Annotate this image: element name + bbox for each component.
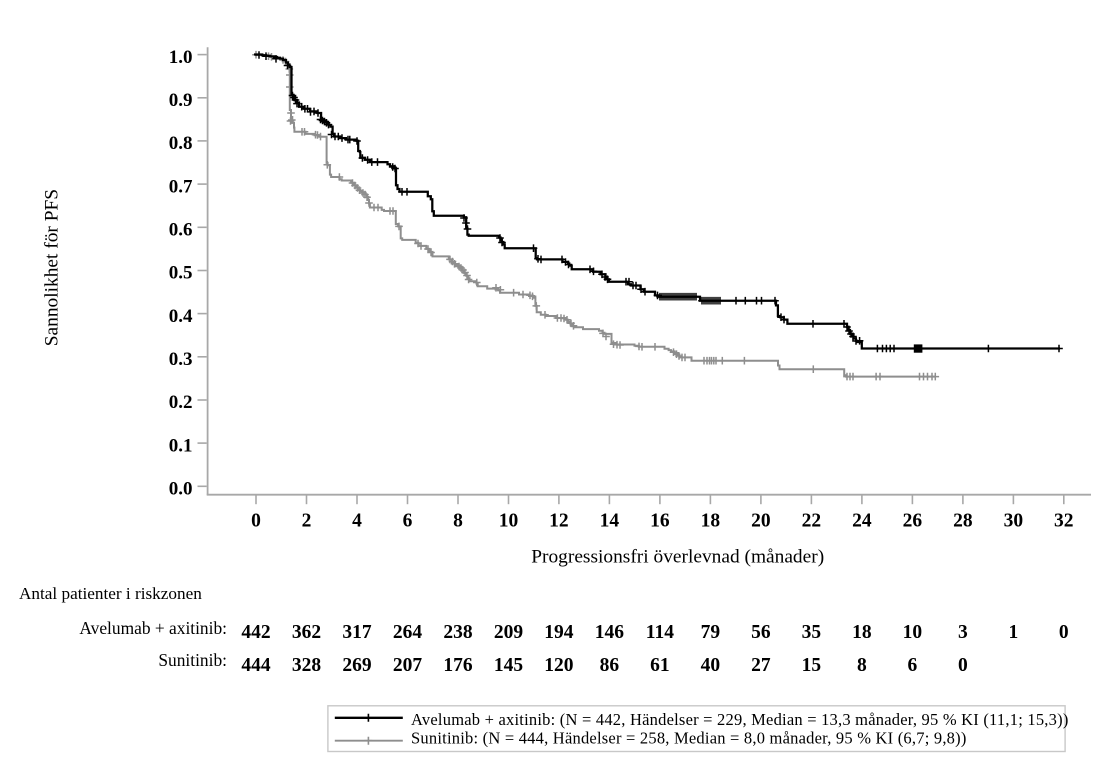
svg-text:22: 22 (802, 511, 822, 532)
svg-text:176: 176 (443, 655, 473, 676)
svg-text:28: 28 (953, 511, 973, 532)
svg-text:317: 317 (342, 622, 372, 643)
svg-text:Avelumab + axitinib: (N = 442,: Avelumab + axitinib: (N = 442, Händelser… (411, 710, 1069, 729)
svg-text:32: 32 (1054, 511, 1074, 532)
svg-text:362: 362 (292, 622, 321, 643)
svg-text:10: 10 (903, 622, 923, 643)
svg-text:56: 56 (751, 622, 771, 643)
svg-text:145: 145 (494, 655, 524, 676)
svg-text:Avelumab + axitinib:: Avelumab + axitinib: (79, 618, 227, 638)
svg-text:0.2: 0.2 (169, 392, 193, 413)
svg-text:209: 209 (494, 622, 524, 643)
svg-text:328: 328 (292, 655, 322, 676)
svg-text:238: 238 (443, 622, 473, 643)
svg-text:442: 442 (241, 622, 270, 643)
svg-text:207: 207 (393, 655, 423, 676)
svg-text:146: 146 (595, 622, 625, 643)
svg-text:0.7: 0.7 (169, 176, 193, 197)
svg-text:0.3: 0.3 (169, 349, 193, 370)
svg-text:30: 30 (1004, 511, 1024, 532)
svg-text:18: 18 (852, 622, 872, 643)
svg-text:Sunitinib: (N = 444, Händelser: Sunitinib: (N = 444, Händelser = 258, Me… (411, 729, 967, 748)
svg-text:Sannolikhet för PFS: Sannolikhet för PFS (42, 189, 63, 346)
svg-text:4: 4 (352, 511, 362, 532)
svg-text:0: 0 (1059, 622, 1069, 643)
svg-text:18: 18 (701, 511, 721, 532)
svg-text:14: 14 (600, 511, 620, 532)
svg-text:0.8: 0.8 (169, 133, 193, 154)
svg-text:0.1: 0.1 (169, 435, 193, 456)
svg-text:0.0: 0.0 (169, 479, 193, 500)
svg-text:8: 8 (453, 511, 463, 532)
svg-text:35: 35 (802, 622, 822, 643)
svg-text:0: 0 (251, 511, 261, 532)
svg-text:79: 79 (701, 622, 721, 643)
svg-text:114: 114 (646, 622, 674, 643)
svg-text:Sunitinib:: Sunitinib: (158, 650, 227, 670)
svg-text:1: 1 (1009, 622, 1019, 643)
svg-text:12: 12 (549, 511, 569, 532)
svg-text:20: 20 (751, 511, 771, 532)
svg-text:40: 40 (701, 655, 721, 676)
svg-text:6: 6 (908, 655, 918, 676)
svg-text:6: 6 (403, 511, 413, 532)
svg-text:0.4: 0.4 (169, 306, 193, 327)
svg-text:1.0: 1.0 (169, 47, 193, 68)
svg-text:0.5: 0.5 (169, 263, 193, 284)
svg-text:264: 264 (393, 622, 423, 643)
svg-text:3: 3 (958, 622, 968, 643)
svg-text:Progressionsfri överlevnad (må: Progressionsfri överlevnad (månader) (531, 547, 824, 568)
svg-text:24: 24 (852, 511, 872, 532)
svg-text:61: 61 (650, 655, 670, 676)
svg-text:16: 16 (650, 511, 670, 532)
svg-text:Antal patienter i riskzonen: Antal patienter i riskzonen (19, 584, 202, 603)
svg-text:27: 27 (751, 655, 771, 676)
svg-text:8: 8 (857, 655, 867, 676)
svg-text:269: 269 (342, 655, 372, 676)
svg-text:86: 86 (600, 655, 620, 676)
svg-text:15: 15 (802, 655, 822, 676)
svg-text:444: 444 (241, 655, 271, 676)
svg-text:0: 0 (958, 655, 968, 676)
svg-text:0.6: 0.6 (169, 220, 193, 241)
svg-text:120: 120 (544, 655, 573, 676)
svg-text:10: 10 (499, 511, 519, 532)
svg-text:194: 194 (544, 622, 574, 643)
svg-text:2: 2 (302, 511, 312, 532)
svg-text:26: 26 (903, 511, 923, 532)
svg-text:0.9: 0.9 (169, 90, 193, 111)
